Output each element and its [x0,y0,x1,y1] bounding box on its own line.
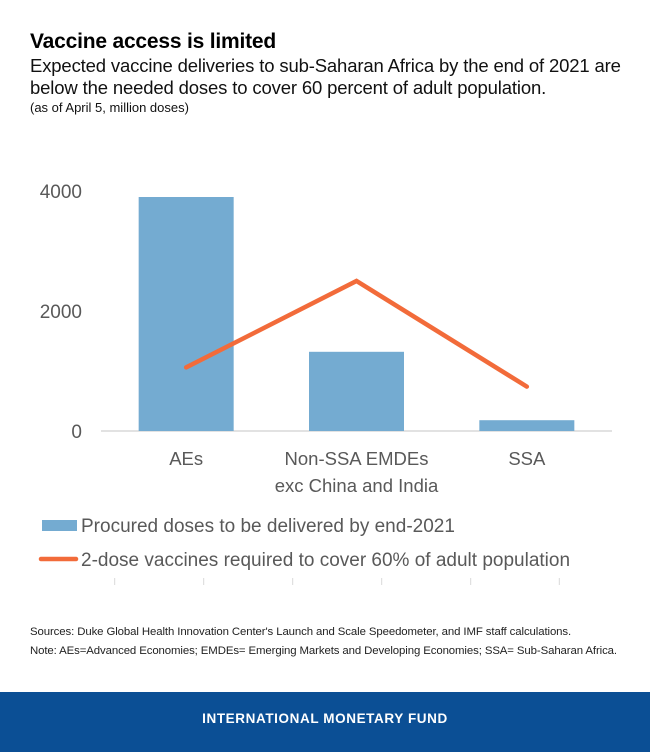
x-tick-label-line: AEs [169,448,203,469]
x-tick-label-line: exc China and India [275,475,439,496]
chart-area: 0 2000 4000 AEs Non-SSA EMDEs exc China and … [38,182,612,585]
sources-note: Sources: Duke Global Health Innovation C… [30,626,572,638]
y-tick-label: 4000 [40,182,82,203]
x-tick-label-line: Non-SSA EMDEs [285,448,429,469]
imf-brand: INTERNATIONAL MONETARY FUND [202,711,448,726]
y-tick-label: 0 [71,422,82,443]
x-tick-label: SSA [508,448,546,469]
chart-subtitle: Expected vaccine deliveries to sub-Sahar… [30,55,621,98]
legend-bar-swatch [42,520,77,531]
x-tick-label: Non-SSA EMDEs exc China and India [275,448,439,496]
chart-title: Vaccine access is limited [30,30,276,53]
abbreviations-note: Note: AEs=Advanced Economies; EMDEs= Eme… [30,645,617,657]
bar-3 [479,420,575,431]
line-series [183,278,530,389]
footer-banner: INTERNATIONAL MONETARY FUND [0,692,650,752]
y-axis: 0 2000 4000 [40,182,82,443]
bar-1 [138,197,234,431]
x-axis-labels: AEs Non-SSA EMDEs exc China and India SSA [169,448,546,496]
bar-series [138,197,575,431]
chart-notes: Sources: Duke Global Health Innovation C… [30,623,617,661]
legend-line-label: 2-dose vaccines required to cover 60% of… [81,550,570,571]
bar-2 [309,351,404,431]
chart-units: (as of April 5, million doses) [30,100,189,115]
chart-header: Vaccine access is limited Expected vacci… [30,29,630,117]
y-tick-label: 2000 [40,302,82,323]
stray-tick-marks [114,578,560,585]
x-tick-label: AEs [169,448,203,469]
legend-bar-label: Procured doses to be delivered by end-20… [81,516,455,537]
x-tick-label-line: SSA [508,448,546,469]
legend: Procured doses to be delivered by end-20… [38,516,570,571]
